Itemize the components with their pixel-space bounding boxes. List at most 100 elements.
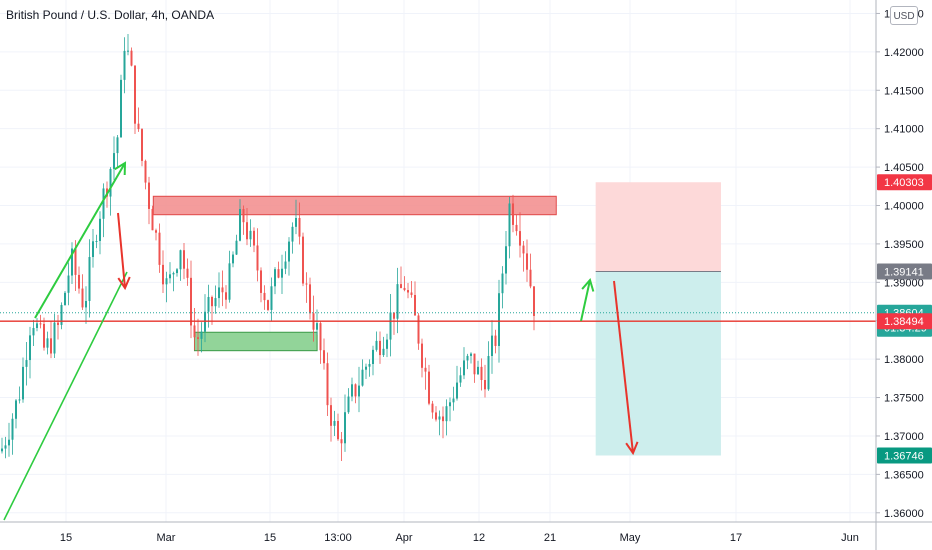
candle-body	[267, 300, 269, 310]
candle-body	[249, 230, 252, 240]
candle-body	[442, 416, 444, 422]
candle-body	[95, 241, 98, 243]
candle-body	[333, 420, 336, 426]
candle-body	[396, 284, 399, 319]
target-price-label: 1.40303	[884, 177, 924, 189]
candle-body	[1, 448, 3, 452]
candle-body	[368, 363, 371, 367]
candle-body	[291, 226, 294, 242]
time-tick-label: Apr	[395, 532, 412, 544]
candle-body	[330, 405, 332, 426]
candle-body	[305, 283, 308, 285]
candle-body	[228, 263, 231, 300]
candle-body	[519, 231, 521, 246]
candle-body	[57, 322, 59, 325]
candle-body	[74, 248, 77, 275]
price-tick-label: 1.39500	[884, 239, 924, 251]
candle-body	[452, 398, 455, 403]
candle-body	[494, 335, 497, 346]
candle-body	[501, 273, 504, 294]
candle-body	[484, 379, 486, 390]
candle-body	[326, 363, 329, 406]
time-tick-label: 12	[473, 532, 485, 544]
target-arrow	[613, 280, 634, 454]
candle-body	[207, 296, 210, 312]
candle-body	[64, 292, 66, 305]
candle-body	[379, 340, 381, 356]
candle-body	[421, 343, 423, 368]
candle-body	[109, 168, 112, 197]
candle-body	[197, 337, 199, 339]
candle-body	[382, 348, 385, 356]
candle-body	[400, 284, 402, 288]
candle-body	[53, 322, 56, 354]
price-tick-label: 1.36000	[884, 508, 924, 520]
candle-body	[176, 269, 178, 274]
candle-body	[288, 241, 290, 262]
candle-body	[487, 356, 490, 390]
candle-body	[71, 248, 73, 276]
support-zone	[193, 331, 318, 352]
price-tick-label: 1.41500	[884, 85, 924, 97]
candle-body	[190, 277, 192, 326]
candle-body	[256, 245, 259, 271]
candle-body	[4, 445, 7, 449]
time-tick-label: 21	[544, 532, 556, 544]
candle-body	[463, 360, 465, 376]
candle-body	[158, 232, 161, 265]
candle-body	[533, 286, 535, 316]
candle-body	[298, 217, 301, 237]
candle-body	[354, 384, 357, 397]
candle-body	[18, 399, 21, 401]
price-tick-label: 1.36500	[884, 469, 924, 481]
candle-body	[193, 325, 196, 338]
candle-body	[508, 203, 511, 247]
candle-body	[323, 350, 325, 364]
candle-body	[375, 340, 378, 350]
candle-body	[270, 286, 273, 310]
candle-body	[263, 292, 266, 301]
candle-body	[78, 274, 80, 289]
candle-body	[116, 137, 119, 154]
pullback-arrow	[117, 212, 126, 289]
candle-body	[200, 331, 203, 339]
upper-trend-arrow-head	[114, 161, 127, 176]
candle-body	[365, 366, 367, 370]
currency-button[interactable]: USD	[890, 6, 918, 25]
time-tick-label: Mar	[157, 532, 176, 544]
candle-body	[340, 439, 343, 444]
position-stop-zone	[595, 271, 721, 456]
candle-body	[449, 402, 451, 407]
candle-body	[351, 384, 353, 397]
candle-body	[445, 406, 448, 422]
candle-body	[151, 208, 154, 231]
candle-body	[144, 160, 147, 183]
candle-body	[407, 290, 409, 293]
candle-body	[505, 246, 507, 274]
candlestick-series	[1, 33, 535, 462]
bounce-arrow	[580, 279, 591, 322]
candle-body	[424, 367, 427, 372]
candle-body	[459, 375, 462, 383]
candle-body	[529, 269, 532, 287]
candle-body	[120, 79, 122, 138]
upper-trend-arrow	[34, 162, 126, 319]
candle-body	[393, 312, 395, 319]
price-tick-label: 1.37500	[884, 393, 924, 405]
candle-body	[522, 245, 525, 254]
price-tick-label: 1.38000	[884, 354, 924, 366]
candle-body	[277, 269, 280, 278]
candle-body	[127, 50, 129, 52]
candle-body	[337, 420, 339, 440]
candle-body	[169, 274, 171, 279]
candle-body	[246, 222, 248, 240]
candle-body	[417, 315, 420, 344]
candle-body	[470, 353, 472, 356]
time-axis[interactable]: 15 Mar 15 13:00 Apr 12 21 May 17 Jun	[0, 521, 932, 544]
time-tick-label: 17	[730, 532, 742, 544]
candle-body	[218, 287, 220, 299]
candle-body	[221, 287, 224, 293]
candle-body	[344, 412, 346, 444]
